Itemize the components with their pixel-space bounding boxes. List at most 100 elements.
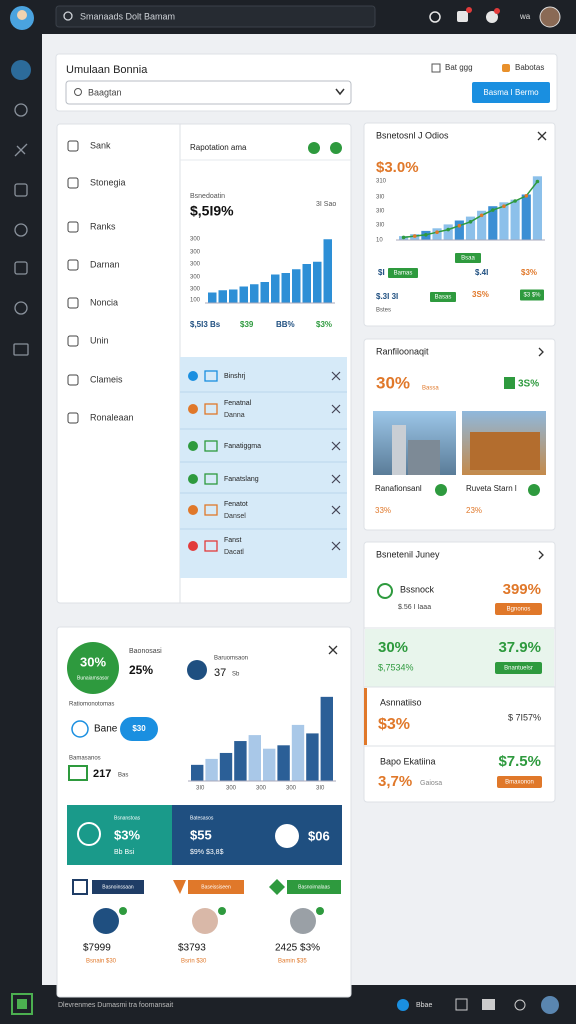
row-icon (71, 720, 89, 738)
row-button[interactable] (495, 603, 542, 615)
toolbar-icon[interactable] (308, 142, 320, 154)
nav-icon[interactable] (67, 177, 79, 189)
tag-label: $3 $% (523, 293, 541, 299)
notification-title: Fenatnal (224, 400, 252, 407)
notification-title: Fanatslang (224, 476, 259, 483)
row-button[interactable] (495, 662, 542, 674)
nav-icon[interactable] (67, 335, 79, 347)
footer-avatar[interactable] (541, 996, 559, 1014)
nav-icon[interactable] (67, 221, 79, 233)
nav-icon[interactable] (67, 297, 79, 309)
footer-icon[interactable] (514, 999, 526, 1011)
row-button[interactable] (497, 776, 542, 788)
bar (454, 220, 464, 240)
nav-item: Sank (90, 140, 111, 150)
bar (465, 216, 476, 240)
bar (477, 210, 487, 240)
notification-dot (188, 474, 198, 484)
close-icon[interactable] (331, 371, 341, 381)
close-icon[interactable] (331, 404, 341, 414)
avatar (192, 908, 218, 934)
footer-icon[interactable] (482, 999, 495, 1010)
notification-dot (188, 441, 198, 451)
bar (271, 274, 280, 303)
tag (455, 253, 481, 263)
nav-item: Unin (90, 335, 109, 345)
select-box[interactable] (65, 80, 352, 105)
axis-label: 300 (190, 250, 201, 256)
close-icon[interactable] (537, 131, 547, 141)
chevron[interactable] (538, 347, 544, 357)
sidebar-icon[interactable] (14, 301, 28, 315)
nav-icon[interactable] (67, 374, 79, 386)
axis-label: 300 (190, 275, 201, 281)
banner-icon (275, 824, 299, 848)
avatar-dot (119, 907, 127, 915)
logo-face (17, 10, 27, 20)
nav-icon[interactable] (67, 259, 79, 271)
photo-building (392, 425, 406, 475)
notification-icon (204, 370, 218, 382)
row-icon (377, 583, 393, 599)
row-accent (364, 688, 367, 745)
settings-icon[interactable] (429, 11, 441, 23)
row-value: 37.9% (498, 639, 541, 656)
bar (218, 290, 227, 303)
notification-title: Fenatot (224, 501, 248, 508)
sidebar-icon[interactable] (13, 343, 29, 356)
bar (219, 752, 233, 781)
sidebar-icon[interactable] (14, 183, 28, 197)
banner-icon (77, 822, 101, 846)
sidebar (0, 34, 42, 985)
close-icon[interactable] (331, 441, 341, 451)
notification-icon (204, 403, 218, 415)
trend-dot (446, 227, 450, 232)
badge-icon (504, 377, 515, 389)
pill[interactable] (120, 717, 158, 741)
tag-label: Basnoinssaan (102, 884, 134, 890)
alert-dot (494, 8, 500, 14)
banner-sub: Bb Bsi (114, 849, 135, 856)
card-title: Ranfiloonaqit (376, 346, 429, 356)
sidebar-icon[interactable] (14, 103, 28, 117)
bar (250, 284, 259, 303)
stat: BB% (276, 320, 295, 329)
alert-icon[interactable] (486, 11, 498, 23)
search-box[interactable] (55, 5, 376, 28)
trend-dot (424, 233, 428, 237)
bar (229, 289, 238, 303)
nav-item: Ranks (90, 221, 116, 231)
sidebar-icon[interactable] (14, 223, 28, 237)
banner-value: $06 (308, 828, 330, 843)
sidebar-icon[interactable] (14, 143, 28, 157)
stat-label: Baruomsaon (214, 656, 248, 662)
search-icon (63, 11, 73, 21)
qr-icon[interactable] (11, 993, 33, 1015)
avatar[interactable] (539, 6, 561, 28)
primary-button[interactable] (472, 82, 550, 103)
bar (205, 758, 218, 781)
bar (292, 269, 301, 303)
sidebar-brand[interactable] (11, 60, 31, 80)
avatar-dot (316, 907, 324, 915)
nav-icon[interactable] (67, 140, 79, 152)
tag-icon (269, 879, 285, 895)
trend-dot (412, 234, 417, 238)
notification-icon[interactable] (457, 11, 468, 22)
nav-icon[interactable] (67, 412, 79, 424)
bar (208, 292, 217, 303)
toolbar-icon[interactable] (330, 142, 342, 154)
close-icon[interactable] (328, 645, 338, 655)
chevron[interactable] (538, 550, 544, 560)
close-icon[interactable] (331, 474, 341, 484)
notification-title: Binshrj (224, 373, 246, 380)
row-label: Asnnatiiso (380, 697, 422, 707)
footer-icon[interactable] (455, 998, 468, 1011)
close-icon[interactable] (331, 505, 341, 515)
sidebar-icon[interactable] (14, 261, 28, 275)
notification-icon (204, 540, 218, 552)
notification-dot (188, 505, 198, 515)
close-icon[interactable] (331, 541, 341, 551)
stat-sub: Bstes (376, 308, 391, 314)
